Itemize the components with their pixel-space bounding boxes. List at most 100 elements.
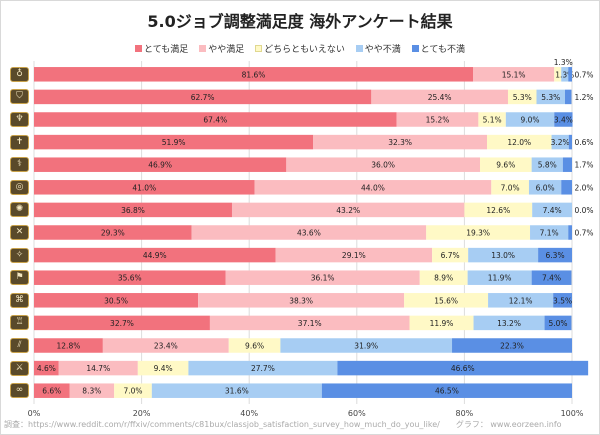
- data-label: 7.0%: [501, 183, 520, 192]
- bar-somewhat-dissatisfied: [151, 383, 322, 398]
- bar-very-dissatisfied: [538, 247, 572, 263]
- data-label: 6.7%: [441, 251, 460, 260]
- x-tick-label: 100%: [561, 409, 584, 418]
- bar-very-dissatisfied: [531, 270, 572, 285]
- data-label: 32.3%: [388, 138, 412, 147]
- legend-label: やや満足: [208, 45, 245, 55]
- bar-very-satisfied: [34, 67, 474, 82]
- data-label: 1.3%: [554, 58, 573, 67]
- data-label: 32.7%: [110, 319, 134, 328]
- bar-somewhat-dissatisfied: [467, 270, 532, 285]
- data-label: 0.0%: [574, 206, 593, 215]
- bar-neutral: [426, 225, 531, 240]
- data-label: 3.2%: [551, 138, 570, 147]
- data-label: 37.1%: [298, 319, 322, 328]
- job-icon-3: ♆: [10, 112, 29, 127]
- job-icon-4: ✝: [10, 134, 29, 150]
- data-label: 5.0%: [548, 319, 567, 328]
- data-label: 46.5%: [435, 387, 459, 396]
- data-label: 36.8%: [121, 206, 145, 215]
- data-label: 5.3%: [541, 93, 560, 102]
- chart-legend: とても満足 やや満足 どちらともいえない やや不満 とても不満: [0, 42, 600, 55]
- bar-very-dissatisfied: [565, 89, 572, 105]
- job-icon-15: ∞: [10, 383, 29, 399]
- data-label: 0.7%: [574, 229, 593, 238]
- bar-very-satisfied: [34, 338, 103, 353]
- data-label: 29.1%: [342, 251, 366, 260]
- data-label: 38.3%: [289, 296, 313, 305]
- bar-somewhat-satisfied: [286, 157, 481, 172]
- data-label: 3.5%: [553, 296, 572, 305]
- bar-neutral: [464, 202, 533, 218]
- legend-label: どちらともいえない: [264, 45, 345, 55]
- data-label: 51.9%: [162, 138, 186, 147]
- bar-very-dissatisfied: [553, 293, 572, 308]
- bar-somewhat-dissatisfied: [551, 134, 569, 150]
- data-label: 23.4%: [154, 342, 178, 351]
- bar-very-satisfied: [34, 383, 70, 398]
- bar-very-satisfied: [34, 202, 232, 218]
- bar-very-satisfied: [34, 293, 199, 308]
- x-tick-label: 20%: [133, 409, 151, 418]
- data-label: 11.9%: [430, 319, 454, 328]
- bar-very-dissatisfied: [561, 180, 572, 195]
- data-label: 15.1%: [502, 70, 526, 79]
- bar-somewhat-dissatisfied: [561, 67, 569, 82]
- bar-somewhat-satisfied: [225, 270, 420, 285]
- data-label: 8.9%: [434, 274, 453, 283]
- data-label: 27.7%: [251, 364, 275, 373]
- bar-very-satisfied: [34, 315, 210, 331]
- data-label: 12.0%: [507, 138, 531, 147]
- bar-somewhat-satisfied: [209, 315, 410, 331]
- data-label: 12.1%: [509, 296, 533, 305]
- data-label: 29.3%: [101, 229, 125, 238]
- legend-swatch: [255, 45, 263, 52]
- data-label: 1.3%: [555, 70, 574, 79]
- bar-very-dissatisfied: [568, 225, 572, 240]
- bar-somewhat-satisfied: [254, 180, 492, 195]
- data-label: 31.6%: [225, 387, 249, 396]
- bar-very-dissatisfied: [568, 67, 572, 82]
- data-label: 5.1%: [483, 116, 502, 125]
- bar-very-dissatisfied: [562, 157, 572, 172]
- data-label: 14.7%: [86, 364, 110, 373]
- data-label: 13.2%: [497, 319, 521, 328]
- data-label: 9.0%: [521, 116, 540, 125]
- data-label: 67.4%: [203, 116, 227, 125]
- data-label: 13.0%: [491, 251, 515, 260]
- bar-very-satisfied: [34, 360, 59, 376]
- bar-somewhat-satisfied: [198, 293, 405, 308]
- bar-very-dissatisfied: [337, 360, 589, 376]
- bar-somewhat-satisfied: [69, 383, 115, 398]
- data-label: 3.4%: [554, 116, 573, 125]
- data-label: 46.9%: [148, 161, 172, 170]
- data-label: 5.3%: [513, 93, 532, 102]
- bar-very-satisfied: [34, 157, 287, 172]
- data-label: 1.7%: [574, 161, 593, 170]
- legend-label: とても不満: [420, 45, 465, 55]
- bar-somewhat-dissatisfied: [280, 338, 453, 353]
- legend-item-very-satisfied: とても満足: [135, 42, 188, 55]
- bar-very-satisfied: [34, 247, 276, 263]
- bar-very-satisfied: [34, 180, 255, 195]
- legend-item-somewhat-satisfied: やや満足: [199, 42, 244, 55]
- bar-somewhat-satisfied: [231, 202, 465, 218]
- bar-neutral: [114, 383, 152, 398]
- legend-label: とても満足: [144, 45, 189, 55]
- bar-neutral: [478, 112, 506, 127]
- bar-neutral: [404, 293, 489, 308]
- job-icon-1: ♁: [10, 66, 29, 82]
- bar-somewhat-satisfied: [275, 247, 433, 263]
- data-label: 9.4%: [154, 364, 173, 373]
- bar-somewhat-satisfied: [396, 112, 479, 127]
- x-tick-label: 60%: [348, 409, 366, 418]
- bar-very-dissatisfied: [554, 112, 573, 127]
- data-label: 35.6%: [118, 274, 142, 283]
- bar-very-satisfied: [34, 112, 397, 127]
- data-label: 7.4%: [542, 274, 561, 283]
- job-icon-7: ✺: [10, 202, 29, 218]
- chart-title: 5.0ジョブ調整満足度 海外アンケート結果: [147, 12, 453, 31]
- bar-neutral: [419, 270, 468, 285]
- bar-neutral: [137, 360, 189, 376]
- data-label: 36.1%: [311, 274, 335, 283]
